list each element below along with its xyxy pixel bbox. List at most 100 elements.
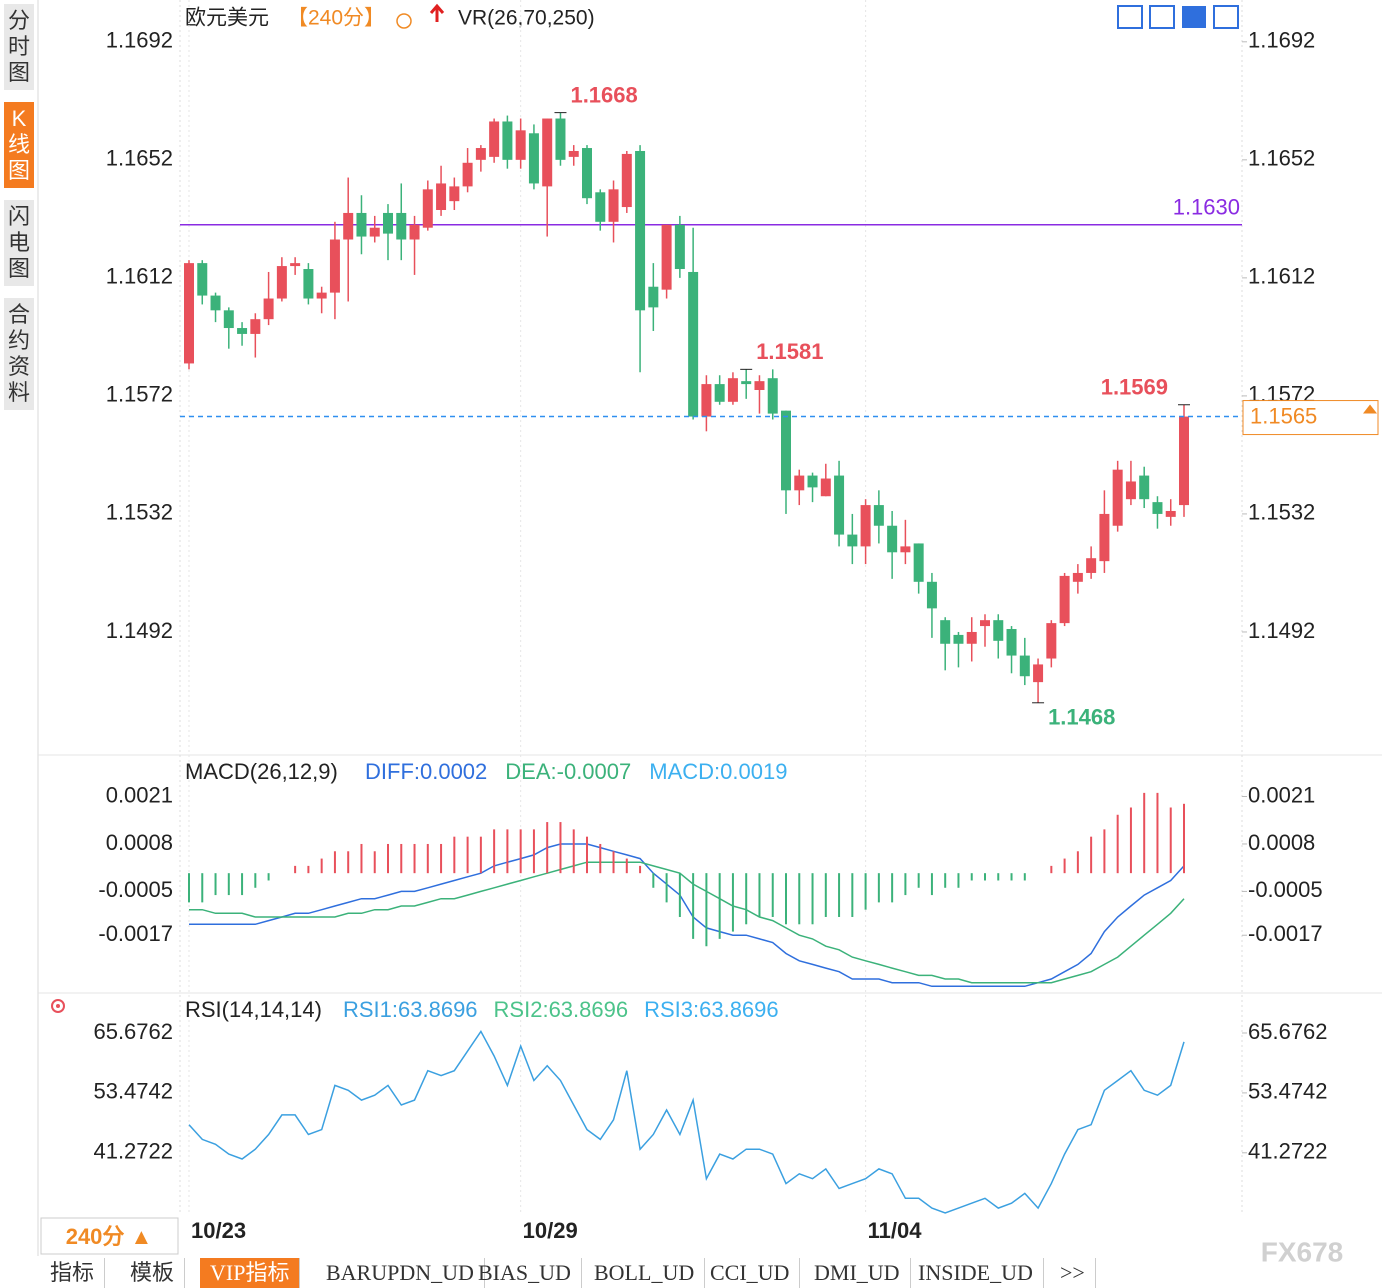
candle-body [807,475,818,488]
candle-body [276,266,287,299]
add-icon[interactable] [396,13,412,29]
tool-icon[interactable] [1149,5,1175,29]
instrument-title: 欧元美元 [185,7,269,30]
indicator-title: MACD(26,12,9) [185,759,338,784]
tab[interactable]: VIP指标 [200,1258,301,1288]
period-button-box[interactable] [40,1217,179,1255]
candle-body [263,298,274,320]
extreme-label: 1.1668 [570,82,637,107]
candle-body [1072,572,1083,582]
candle-body [237,328,248,334]
y-tick-label: 1.1532 [106,500,173,525]
legend-entry: MACD:0.0019 [649,759,787,784]
candle-body [1046,623,1057,659]
candle-body [1152,502,1163,514]
tab[interactable]: >> [1050,1258,1096,1288]
period-button[interactable]: 240分 ▲ [66,1224,153,1249]
candle-body [966,631,977,644]
candle-body [873,505,884,526]
legend-entry: RSI1:63.8696 [343,997,478,1022]
series-line [189,861,1185,984]
candle-body [197,263,208,296]
toolbar-icons[interactable] [1117,5,1239,29]
candle-body [661,224,672,290]
tool-icon[interactable] [1182,6,1206,28]
tool-icon[interactable] [1117,5,1143,29]
candle-body [635,150,646,311]
y-tick-label: -0.0005 [98,877,173,902]
candle-body [820,478,831,497]
y-tick-label-right: 53.4742 [1248,1079,1328,1104]
candle-body [621,153,632,208]
side-tab[interactable]: K线图 [4,102,34,188]
candle-body [475,148,486,160]
y-tick-label-right: 1.1652 [1248,146,1315,171]
candle-body [223,310,234,329]
candle-body [462,162,473,187]
candle-body [701,384,712,417]
tool-icon[interactable] [1213,5,1239,29]
candle-body [1006,629,1017,656]
reference-label: 1.1630 [1173,195,1240,220]
y-tick-label: 1.1612 [106,264,173,289]
tab[interactable]: 指标 [40,1258,106,1288]
side-tab[interactable]: 分时图 [4,4,34,90]
candle-body [674,224,685,270]
tab[interactable]: BOLL_UD [584,1258,706,1288]
candle-body [648,286,659,308]
candle-body [396,212,407,240]
last-price-label: 1.1565 [1250,403,1317,428]
candle-body [993,620,1004,641]
last-price-box [1242,400,1379,436]
y-tick-label: 53.4742 [93,1079,173,1104]
y-tick-label-right: -0.0005 [1248,877,1323,902]
candle-body [383,212,393,234]
tab[interactable]: 模板 [120,1258,186,1288]
tab[interactable]: BARUPDN_UD [316,1258,485,1288]
extreme-label: 1.1569 [1101,375,1168,400]
candle-body [953,634,964,644]
candle-body [1033,664,1044,683]
y-tick-label: 65.6762 [93,1019,173,1044]
candle-body [210,295,221,311]
legend-entry: RSI2:63.8696 [494,997,629,1022]
candle-body [608,189,619,222]
extreme-label: 1.1468 [1048,705,1115,730]
candle-body [582,148,592,199]
tab[interactable]: CCI_UD [700,1258,801,1288]
candle-body [555,118,566,160]
indicator-title: RSI(14,14,14) [185,997,322,1022]
y-tick-label-right: 1.1692 [1248,28,1315,53]
candle-body [1179,416,1189,506]
legend-entry: DIFF:0.0002 [365,759,487,784]
candle-body [741,381,752,385]
candle-body [714,384,725,402]
tab[interactable]: BIAS_UD [468,1258,582,1288]
y-tick-label-right: 1.1532 [1248,500,1315,525]
candle-body [1086,558,1097,573]
y-tick-label-right: 1.1612 [1248,264,1315,289]
period-label: 【240分】 [287,7,385,30]
last-price-arrow [1363,404,1377,414]
candle-body [900,546,911,553]
watermark: FX678 [1261,1236,1344,1267]
tab[interactable]: INSIDE_UD [908,1258,1044,1288]
side-tab[interactable]: 合约资料 [4,298,34,410]
y-tick-label-right: 65.6762 [1248,1019,1328,1044]
candle-body [847,534,858,547]
y-tick-label: 1.1572 [106,382,173,407]
candle-body [1165,510,1176,517]
side-tab[interactable]: 闪电图 [4,200,34,286]
candle-body [184,263,194,364]
series-line [188,1029,1185,1214]
candle-body [688,271,699,417]
candle-body [1112,469,1123,526]
candle-body [528,133,539,184]
candle-body [940,620,951,644]
settings-icon [56,1004,60,1008]
settings-icon[interactable] [51,999,65,1013]
candle-body [1139,475,1150,500]
tab[interactable]: DMI_UD [804,1258,911,1288]
candle-body [727,378,738,402]
